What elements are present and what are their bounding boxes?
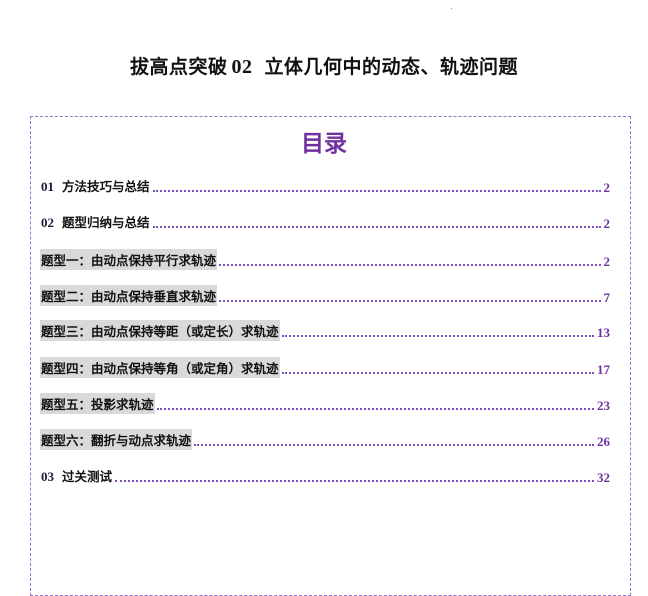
toc-entry-text: 题型三：由动点保持等距（或定长）求轨迹 (41, 324, 279, 339)
toc-entry-number: 02 (41, 215, 54, 230)
toc-entry-page: 26 (597, 434, 610, 449)
toc-entry-text: 题型六：翻折与动点求轨迹 (41, 433, 192, 448)
toc-entry[interactable]: 03 过关测试 32 (40, 466, 610, 486)
dot-leader (115, 480, 594, 482)
toc-entry[interactable]: 题型二：由动点保持垂直求轨迹 7 (40, 285, 611, 306)
toc-entry-text: 方法技巧与总结 (62, 179, 150, 194)
toc-heading: 目录 (301, 131, 347, 157)
toc-entry-page: 2 (603, 180, 611, 195)
toc-entry-page: 17 (597, 362, 610, 377)
toc-entry-page: 13 (597, 325, 610, 340)
toc-entry[interactable]: 02 题型归纳与总结 2 (40, 212, 610, 232)
toc-entry-page: 32 (597, 470, 610, 485)
toc-entry-text: 过关测试 (62, 469, 113, 484)
dot-leader (152, 190, 601, 192)
toc-entry-label: 题型六：翻折与动点求轨迹 (40, 429, 193, 450)
toc-entry-page: 2 (603, 216, 611, 231)
toc-entry-label: 题型一：由动点保持平行求轨迹 (40, 249, 218, 270)
dot-leader (281, 335, 594, 337)
toc-entry-label: 题型二：由动点保持垂直求轨迹 (40, 285, 218, 306)
toc-entry-text: 题型五：投影求轨迹 (41, 397, 154, 412)
toc-entry[interactable]: 01 方法技巧与总结 2 (40, 176, 610, 196)
toc-entry-label: 题型五：投影求轨迹 (40, 393, 155, 414)
toc-entry-page: 7 (603, 290, 611, 305)
toc-entry-label: 02 题型归纳与总结 (40, 211, 151, 232)
dot-leader (156, 408, 594, 410)
toc-entry[interactable]: 题型六：翻折与动点求轨迹 26 (40, 429, 610, 450)
document-title: 拔高点突破 02 立体几何中的动态、轨迹问题 (0, 52, 648, 79)
toc-entry-label: 03 过关测试 (40, 465, 113, 486)
toc-entry[interactable]: 题型三：由动点保持等距（或定长）求轨迹 13 (40, 320, 610, 341)
title-number: 02 (231, 56, 253, 78)
page-mark (451, 8, 452, 9)
toc-entry-page: 2 (603, 254, 611, 269)
toc-entry-number: 03 (41, 469, 54, 484)
dot-leader (152, 226, 601, 228)
title-text: 立体几何中的动态、轨迹问题 (264, 56, 519, 78)
toc-entry-label: 题型四：由动点保持等角（或定角）求轨迹 (40, 357, 280, 378)
dot-leader (219, 300, 601, 302)
title-prefix: 拔高点突破 (129, 56, 228, 78)
toc-entry-page: 23 (597, 398, 610, 413)
dot-leader (194, 444, 594, 446)
dot-leader (281, 372, 594, 374)
toc-entry-text: 题型四：由动点保持等角（或定角）求轨迹 (41, 361, 279, 376)
toc-entry[interactable]: 题型一：由动点保持平行求轨迹 2 (40, 249, 611, 270)
toc-entry[interactable]: 题型四：由动点保持等角（或定角）求轨迹 17 (40, 357, 610, 378)
toc-entry-number: 01 (41, 179, 54, 194)
toc-entry-text: 题型归纳与总结 (62, 215, 150, 230)
toc-entry-text: 题型一：由动点保持平行求轨迹 (41, 253, 217, 268)
toc-entry-label: 题型三：由动点保持等距（或定长）求轨迹 (40, 320, 280, 341)
toc-entry[interactable]: 题型五：投影求轨迹 23 (40, 393, 610, 414)
toc-entry-label: 01 方法技巧与总结 (40, 175, 151, 196)
dot-leader (219, 264, 601, 266)
toc-entry-text: 题型二：由动点保持垂直求轨迹 (41, 289, 217, 304)
